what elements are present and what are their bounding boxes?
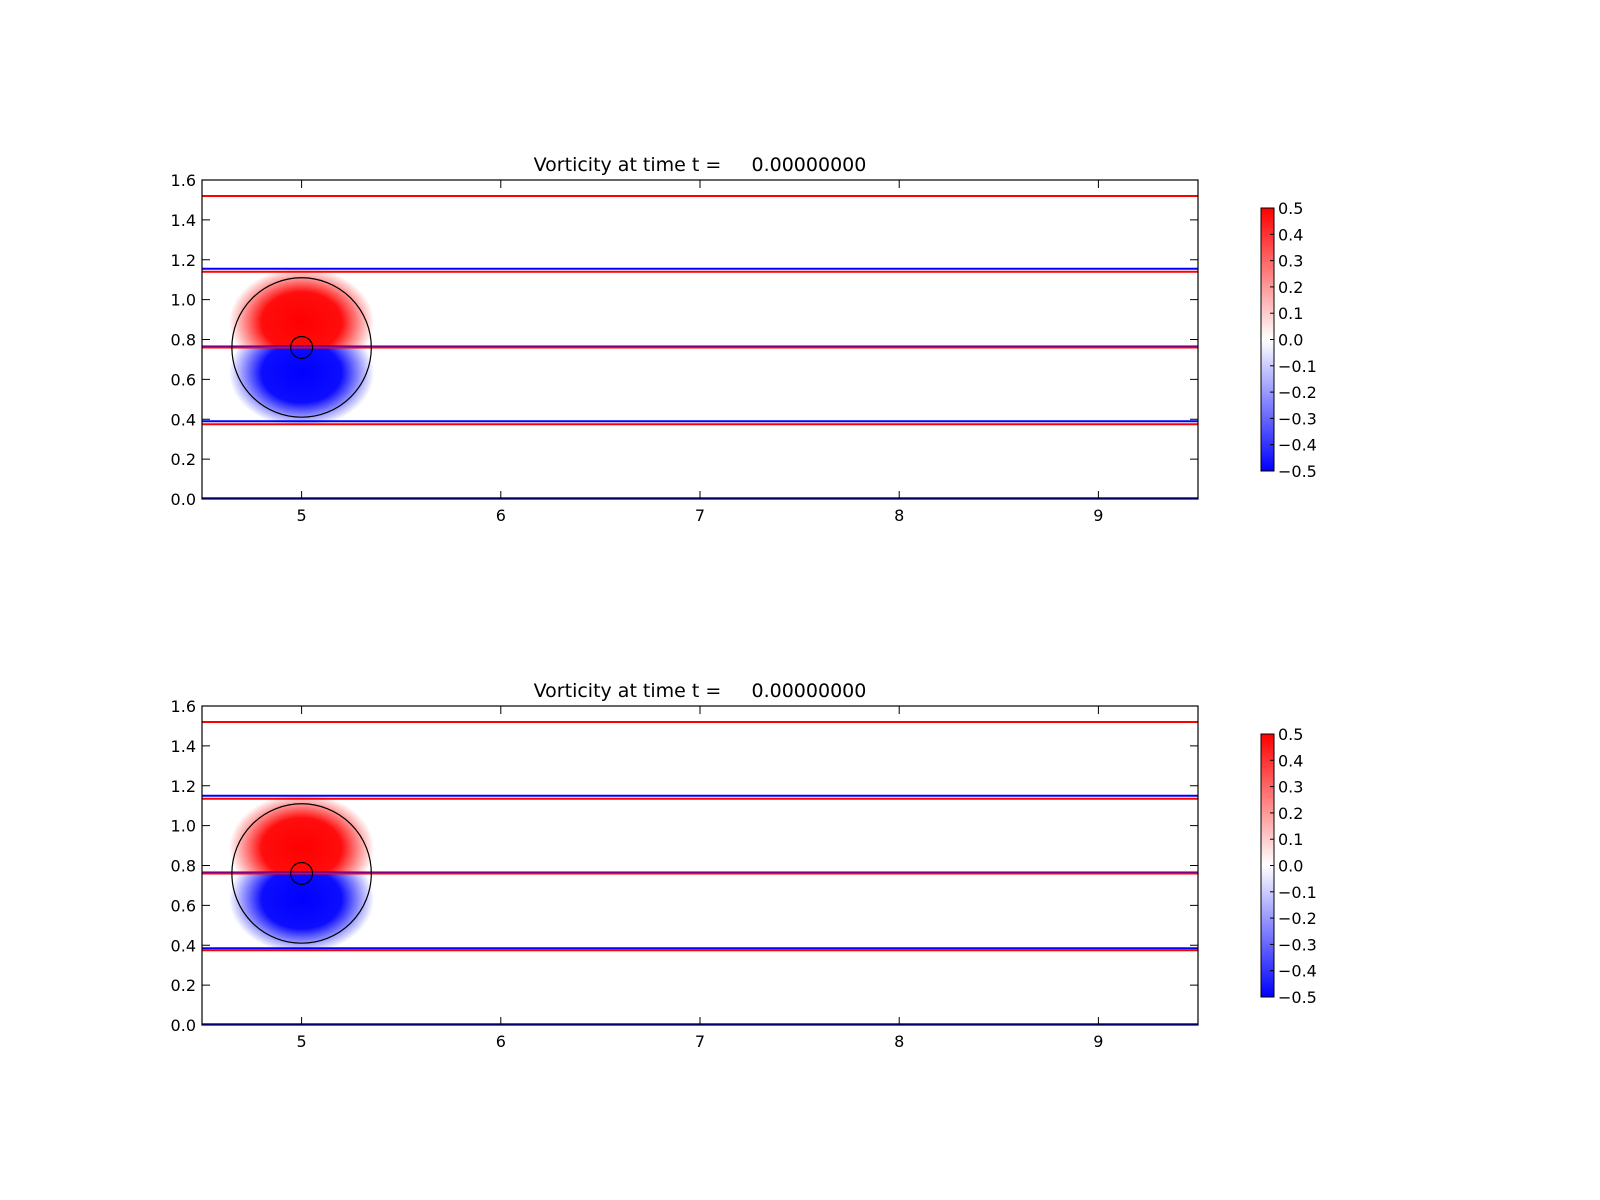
x-tick-label: 8 [894,1032,904,1051]
colorbar-tick-label: 0.5 [1278,725,1303,744]
negative-vortex-lobe [229,347,375,426]
y-tick-label: 1.4 [171,737,196,756]
vorticity-panel-2: 5 6 7 8 9 0.0 0.2 0.4 0.6 0.8 1.0 1.2 1.4 1.6 Vorticit… [171,680,1317,1051]
x-tick-label: 7 [695,506,705,525]
y-tick-label: 1.0 [171,291,196,310]
y-tick-label: 0.0 [171,1016,196,1035]
x-tick-label: 6 [496,506,506,525]
y-tick-label: 0.2 [171,450,196,469]
colorbar-tick-label: 0.2 [1278,278,1303,297]
colorbar-tick-label: 0.1 [1278,830,1303,849]
x-tick-label: 9 [1093,506,1103,525]
y-tick-label: 0.4 [171,410,196,429]
x-tick-label: 6 [496,1032,506,1051]
y-tick-label: 1.6 [171,697,196,716]
colorbar-tick-label: 0.5 [1278,199,1303,218]
colorbar-tick-label: −0.1 [1278,357,1317,376]
y-tick-label: 1.4 [171,211,196,230]
colorbar-tick-label: −0.5 [1278,462,1317,481]
y-tick-label: 1.2 [171,251,196,270]
y-tick-label: 0.8 [171,857,196,876]
x-tick-label: 5 [297,1032,307,1051]
y-tick-label: 0.6 [171,896,196,915]
x-tick-label: 5 [297,506,307,525]
colorbar: 0.5 0.4 0.3 0.2 0.1 0.0 −0.1 −0.2 −0.3 −0.4 −0.5 [1260,199,1317,481]
y-tick-label: 0.2 [171,976,196,995]
y-tick-label: 0.8 [171,331,196,350]
colorbar-tick-label: −0.2 [1278,909,1317,928]
outer-circle [231,277,372,418]
y-tick-label: 1.2 [171,777,196,796]
colorbar-tick-label: 0.3 [1278,252,1303,271]
colorbar-tick-label: −0.1 [1278,883,1317,902]
chart-title: Vorticity at time t = 0.00000000 [534,680,867,702]
colorbar-tick-label: 0.3 [1278,778,1303,797]
y-tick-label: 1.0 [171,817,196,836]
outer-circle [231,803,372,944]
heatmap-field [202,720,1198,1025]
y-tick-label: 0.6 [171,370,196,389]
positive-vortex-lobe [229,269,375,348]
negative-vortex-lobe [229,873,375,952]
colorbar-tick-label: 0.0 [1278,331,1303,350]
x-tick-label: 8 [894,506,904,525]
y-tick-label: 1.6 [171,171,196,190]
colorbar-tick-label: −0.4 [1278,436,1317,455]
colorbar-tick-label: −0.2 [1278,383,1317,402]
colorbar-tick-label: −0.5 [1278,988,1317,1007]
colorbar-tick-label: 0.4 [1278,225,1303,244]
x-tick-label: 7 [695,1032,705,1051]
colorbar-tick-label: 0.1 [1278,304,1303,323]
colorbar-tick-label: 0.4 [1278,751,1303,770]
inner-circle [290,335,314,360]
y-tick-label: 0.0 [171,490,196,509]
colorbar-tick-label: 0.2 [1278,804,1303,823]
positive-vortex-lobe [229,795,375,874]
vorticity-panel-1: 5 6 7 8 9 0.0 0.2 0.4 0.6 0.8 1.0 1.2 1.4 1.6 Vorticit… [171,154,1317,525]
y-tick-label: 0.4 [171,936,196,955]
colorbar-tick-label: −0.3 [1278,935,1317,954]
colorbar-tick-label: 0.0 [1278,857,1303,876]
colorbar: 0.5 0.4 0.3 0.2 0.1 0.0 −0.1 −0.2 −0.3 −0.4 −0.5 [1260,725,1317,1007]
x-tick-label: 9 [1093,1032,1103,1051]
inner-circle [290,861,314,886]
colorbar-tick-label: −0.3 [1278,409,1317,428]
chart-title: Vorticity at time t = 0.00000000 [534,154,867,176]
colorbar-tick-label: −0.4 [1278,962,1317,981]
